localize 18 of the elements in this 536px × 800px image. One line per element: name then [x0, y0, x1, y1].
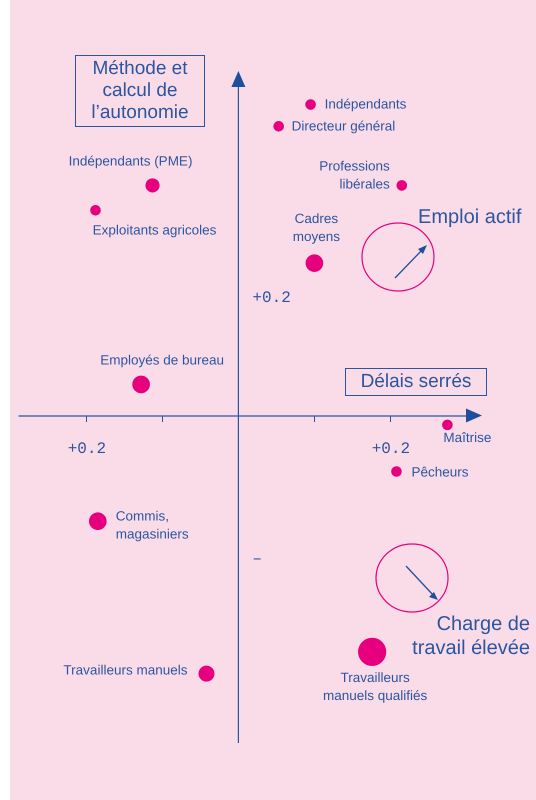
annotation: –	[252, 550, 263, 568]
annotation: Emploi actif	[418, 205, 522, 229]
annotation: Employés de bureau	[100, 352, 224, 368]
annotation: Maîtrise	[443, 430, 492, 445]
annotation: Cadres moyens	[292, 211, 340, 244]
annotation: Indépendants (PME)	[68, 153, 192, 168]
x-axis-title: Délais serrés	[345, 368, 487, 396]
annotation: Professions libérales	[319, 158, 390, 192]
annotation: Commis, magasiniers	[116, 508, 189, 542]
annotation: Indépendants	[324, 96, 407, 112]
annotation: Travailleurs manuels	[63, 662, 188, 678]
annotation: Exploitants agricoles	[92, 222, 217, 238]
annotation: Charge de travail élevée	[411, 612, 530, 660]
annotation: +0.2	[252, 288, 292, 307]
annotation: Travailleurs manuels qualifiés	[323, 670, 428, 703]
y-axis-title: Méthode et calcul de l’autonomie	[75, 55, 205, 127]
annotation: Directeur général	[292, 118, 396, 134]
annotation: Pêcheurs	[411, 464, 469, 480]
